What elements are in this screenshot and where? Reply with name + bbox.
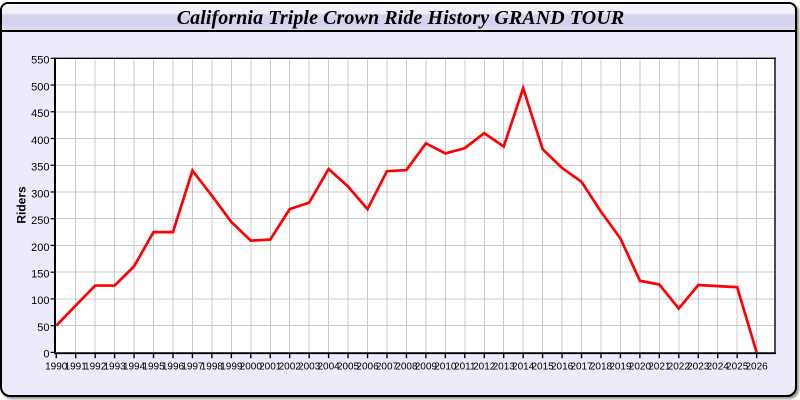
svg-text:2020: 2020 xyxy=(629,362,652,373)
svg-text:1990: 1990 xyxy=(45,362,68,373)
svg-text:2001: 2001 xyxy=(259,362,282,373)
svg-text:300: 300 xyxy=(31,188,49,200)
svg-text:2015: 2015 xyxy=(531,362,554,373)
svg-text:2000: 2000 xyxy=(240,362,263,373)
svg-text:100: 100 xyxy=(31,295,49,307)
svg-text:2012: 2012 xyxy=(473,362,496,373)
svg-text:350: 350 xyxy=(31,162,49,174)
svg-text:2007: 2007 xyxy=(376,362,399,373)
svg-text:2008: 2008 xyxy=(395,362,418,373)
svg-text:1996: 1996 xyxy=(162,362,185,373)
svg-text:0: 0 xyxy=(43,349,49,361)
svg-text:2017: 2017 xyxy=(570,362,593,373)
svg-text:450: 450 xyxy=(31,108,49,120)
svg-text:2006: 2006 xyxy=(356,362,379,373)
svg-text:2016: 2016 xyxy=(551,362,574,373)
svg-text:1994: 1994 xyxy=(123,362,146,373)
svg-text:1998: 1998 xyxy=(201,362,224,373)
svg-text:2005: 2005 xyxy=(337,362,360,373)
svg-text:1993: 1993 xyxy=(103,362,126,373)
svg-text:200: 200 xyxy=(31,242,49,254)
svg-text:2010: 2010 xyxy=(434,362,457,373)
svg-text:250: 250 xyxy=(31,215,49,227)
svg-text:150: 150 xyxy=(31,268,49,280)
svg-text:550: 550 xyxy=(31,55,49,67)
svg-text:2002: 2002 xyxy=(279,362,302,373)
svg-text:50: 50 xyxy=(37,322,49,334)
svg-text:2024: 2024 xyxy=(707,362,730,373)
svg-text:2021: 2021 xyxy=(648,362,671,373)
svg-text:2025: 2025 xyxy=(726,362,749,373)
svg-text:1995: 1995 xyxy=(142,362,165,373)
svg-text:2023: 2023 xyxy=(687,362,710,373)
svg-text:2014: 2014 xyxy=(512,362,535,373)
svg-text:1992: 1992 xyxy=(84,362,107,373)
svg-text:2026: 2026 xyxy=(746,362,769,373)
svg-text:2003: 2003 xyxy=(298,362,321,373)
svg-text:1999: 1999 xyxy=(220,362,243,373)
svg-text:2018: 2018 xyxy=(590,362,613,373)
svg-text:1991: 1991 xyxy=(65,362,88,373)
svg-text:2011: 2011 xyxy=(454,362,476,373)
svg-text:Riders: Riders xyxy=(14,186,28,224)
svg-text:2004: 2004 xyxy=(317,362,340,373)
svg-text:2022: 2022 xyxy=(668,362,691,373)
svg-text:2019: 2019 xyxy=(609,362,632,373)
svg-text:500: 500 xyxy=(31,81,49,93)
svg-text:400: 400 xyxy=(31,135,49,147)
svg-text:2009: 2009 xyxy=(415,362,438,373)
svg-text:1997: 1997 xyxy=(181,362,204,373)
svg-text:2013: 2013 xyxy=(493,362,516,373)
